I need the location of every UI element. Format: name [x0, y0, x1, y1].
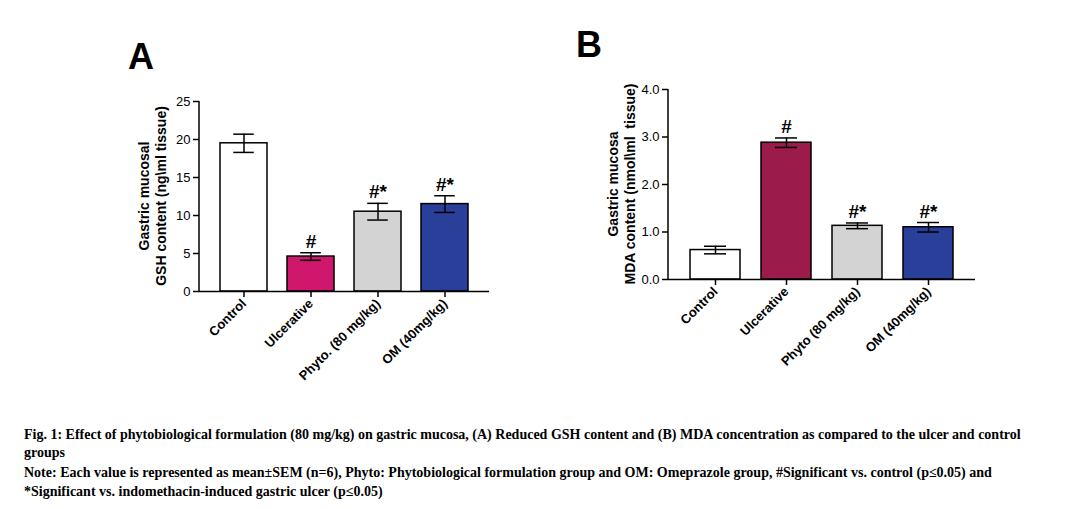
- svg-text:OM (40mg/kg): OM (40mg/kg): [862, 284, 933, 355]
- svg-text:3.0: 3.0: [641, 129, 659, 144]
- svg-text:Control: Control: [206, 296, 249, 339]
- svg-text:5: 5: [183, 246, 190, 261]
- svg-text:0.0: 0.0: [641, 272, 659, 287]
- svg-text:2.0: 2.0: [641, 177, 659, 192]
- svg-text:#*: #*: [369, 181, 388, 202]
- html-text:Gastric mucosa MDA content (nm: Gastric mucosa MDA content (nmol\ml tiss…: [605, 83, 638, 285]
- svg-text:#: #: [781, 116, 792, 137]
- svg-text:Ulcerative: Ulcerative: [737, 284, 792, 339]
- svg-text:#*: #*: [920, 201, 939, 222]
- svg-text:25: 25: [176, 94, 190, 109]
- svg-text:1.0: 1.0: [641, 224, 659, 239]
- svg-text:Control: Control: [677, 284, 720, 327]
- svg-text:Phyto (80 mg/kg): Phyto (80 mg/kg): [778, 284, 863, 369]
- svg-text:#: #: [306, 231, 317, 252]
- html-text:Gastric mucosal GSH content (n: Gastric mucosal GSH content (ng\ml tissu…: [136, 106, 169, 286]
- svg-text:Ulcerative: Ulcerative: [262, 296, 317, 351]
- html-text:A: A: [128, 36, 154, 77]
- html-text:B: B: [576, 24, 602, 65]
- svg-text:0: 0: [183, 284, 190, 299]
- html-text:Note: Each value is represente: Note: Each value is represented as mean±…: [24, 465, 992, 499]
- html-text:Fig. 1: Effect of phytobiologi: Fig. 1: Effect of phytobiological formul…: [24, 427, 1021, 461]
- svg-text:Phyto. (80 mg/kg): Phyto. (80 mg/kg): [296, 296, 383, 383]
- svg-text:10: 10: [176, 208, 190, 223]
- svg-text:15: 15: [176, 170, 190, 185]
- svg-text:#*: #*: [849, 201, 868, 222]
- svg-text:#*: #*: [436, 174, 455, 195]
- svg-text:OM (40mg/kg): OM (40mg/kg): [379, 296, 450, 367]
- svg-text:4.0: 4.0: [641, 82, 659, 97]
- svg-text:20: 20: [176, 132, 190, 147]
